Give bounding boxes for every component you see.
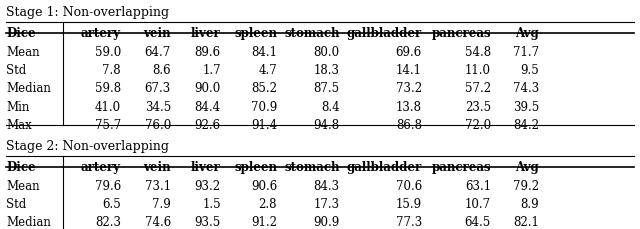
Text: 59.0: 59.0 — [95, 46, 121, 59]
Text: pancreas: pancreas — [431, 27, 491, 41]
Text: 17.3: 17.3 — [314, 198, 340, 211]
Text: 57.2: 57.2 — [465, 82, 491, 95]
Text: 87.5: 87.5 — [314, 82, 340, 95]
Text: 8.6: 8.6 — [152, 64, 171, 77]
Text: 11.0: 11.0 — [465, 64, 491, 77]
Text: Avg: Avg — [515, 161, 539, 174]
Text: 8.9: 8.9 — [520, 198, 539, 211]
Text: 70.9: 70.9 — [251, 101, 277, 114]
Text: 90.6: 90.6 — [251, 180, 277, 193]
Text: 90.0: 90.0 — [195, 82, 221, 95]
Text: Stage 1: Non-overlapping: Stage 1: Non-overlapping — [6, 6, 170, 19]
Text: liver: liver — [191, 27, 221, 41]
Text: pancreas: pancreas — [431, 161, 491, 174]
Text: 74.6: 74.6 — [145, 216, 171, 229]
Text: liver: liver — [191, 161, 221, 174]
Text: 89.6: 89.6 — [195, 46, 221, 59]
Text: 91.2: 91.2 — [251, 216, 277, 229]
Text: 94.8: 94.8 — [314, 119, 340, 132]
Text: 84.4: 84.4 — [195, 101, 221, 114]
Text: artery: artery — [81, 27, 121, 41]
Text: 67.3: 67.3 — [145, 82, 171, 95]
Text: 77.3: 77.3 — [396, 216, 422, 229]
Text: Avg: Avg — [515, 27, 539, 41]
Text: 79.6: 79.6 — [95, 180, 121, 193]
Text: 75.7: 75.7 — [95, 119, 121, 132]
Text: 73.1: 73.1 — [145, 180, 171, 193]
Text: 6.5: 6.5 — [102, 198, 121, 211]
Text: 39.5: 39.5 — [513, 101, 539, 114]
Text: 82.3: 82.3 — [95, 216, 121, 229]
Text: Median: Median — [6, 216, 51, 229]
Text: 79.2: 79.2 — [513, 180, 539, 193]
Text: 64.5: 64.5 — [465, 216, 491, 229]
Text: Median: Median — [6, 82, 51, 95]
Text: 18.3: 18.3 — [314, 64, 340, 77]
Text: 73.2: 73.2 — [396, 82, 422, 95]
Text: 10.7: 10.7 — [465, 198, 491, 211]
Text: 34.5: 34.5 — [145, 101, 171, 114]
Text: 41.0: 41.0 — [95, 101, 121, 114]
Text: artery: artery — [81, 161, 121, 174]
Text: 7.8: 7.8 — [102, 64, 121, 77]
Text: Mean: Mean — [6, 46, 40, 59]
Text: 8.4: 8.4 — [321, 101, 340, 114]
Text: Dice: Dice — [6, 161, 36, 174]
Text: Max: Max — [6, 119, 32, 132]
Text: 91.4: 91.4 — [251, 119, 277, 132]
Text: 74.3: 74.3 — [513, 82, 539, 95]
Text: 7.9: 7.9 — [152, 198, 171, 211]
Text: 9.5: 9.5 — [520, 64, 539, 77]
Text: Dice: Dice — [6, 27, 36, 41]
Text: gallbladder: gallbladder — [346, 27, 422, 41]
Text: 4.7: 4.7 — [259, 64, 277, 77]
Text: 84.1: 84.1 — [251, 46, 277, 59]
Text: 2.8: 2.8 — [259, 198, 277, 211]
Text: 84.3: 84.3 — [314, 180, 340, 193]
Text: 92.6: 92.6 — [195, 119, 221, 132]
Text: 71.7: 71.7 — [513, 46, 539, 59]
Text: 90.9: 90.9 — [314, 216, 340, 229]
Text: Std: Std — [6, 64, 27, 77]
Text: stomach: stomach — [284, 161, 340, 174]
Text: 80.0: 80.0 — [314, 46, 340, 59]
Text: 70.6: 70.6 — [396, 180, 422, 193]
Text: 69.6: 69.6 — [396, 46, 422, 59]
Text: Std: Std — [6, 198, 27, 211]
Text: 93.5: 93.5 — [195, 216, 221, 229]
Text: stomach: stomach — [284, 27, 340, 41]
Text: 14.1: 14.1 — [396, 64, 422, 77]
Text: 1.5: 1.5 — [202, 198, 221, 211]
Text: 76.0: 76.0 — [145, 119, 171, 132]
Text: 1.7: 1.7 — [202, 64, 221, 77]
Text: spleen: spleen — [234, 161, 277, 174]
Text: 85.2: 85.2 — [251, 82, 277, 95]
Text: 64.7: 64.7 — [145, 46, 171, 59]
Text: 84.2: 84.2 — [513, 119, 539, 132]
Text: 13.8: 13.8 — [396, 101, 422, 114]
Text: 93.2: 93.2 — [195, 180, 221, 193]
Text: vein: vein — [143, 27, 171, 41]
Text: 59.8: 59.8 — [95, 82, 121, 95]
Text: vein: vein — [143, 161, 171, 174]
Text: 86.8: 86.8 — [396, 119, 422, 132]
Text: 54.8: 54.8 — [465, 46, 491, 59]
Text: 72.0: 72.0 — [465, 119, 491, 132]
Text: Min: Min — [6, 101, 30, 114]
Text: 63.1: 63.1 — [465, 180, 491, 193]
Text: 82.1: 82.1 — [513, 216, 539, 229]
Text: gallbladder: gallbladder — [346, 161, 422, 174]
Text: spleen: spleen — [234, 27, 277, 41]
Text: Stage 2: Non-overlapping: Stage 2: Non-overlapping — [6, 140, 170, 153]
Text: Mean: Mean — [6, 180, 40, 193]
Text: 15.9: 15.9 — [396, 198, 422, 211]
Text: 23.5: 23.5 — [465, 101, 491, 114]
